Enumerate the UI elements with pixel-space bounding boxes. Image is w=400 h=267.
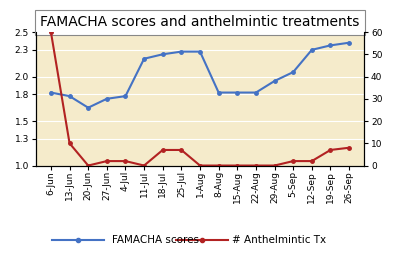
# Anthelmintic Tx bbox=[272, 164, 277, 167]
FAMACHA scores bbox=[123, 95, 128, 98]
# Anthelmintic Tx bbox=[310, 159, 314, 163]
# Anthelmintic Tx bbox=[67, 142, 72, 145]
FAMACHA scores bbox=[310, 48, 314, 52]
FAMACHA scores bbox=[67, 95, 72, 98]
FAMACHA scores bbox=[86, 106, 90, 109]
FAMACHA scores bbox=[235, 91, 240, 94]
# Anthelmintic Tx bbox=[216, 164, 221, 167]
FAMACHA scores bbox=[179, 50, 184, 53]
FAMACHA scores bbox=[142, 57, 146, 60]
# Anthelmintic Tx bbox=[254, 164, 258, 167]
Text: # Anthelmintic Tx: # Anthelmintic Tx bbox=[232, 235, 326, 245]
# Anthelmintic Tx bbox=[104, 159, 109, 163]
# Anthelmintic Tx bbox=[48, 30, 53, 34]
FAMACHA scores bbox=[328, 44, 333, 47]
FAMACHA scores bbox=[216, 91, 221, 94]
# Anthelmintic Tx bbox=[142, 164, 146, 167]
# Anthelmintic Tx bbox=[291, 159, 296, 163]
# Anthelmintic Tx bbox=[347, 146, 352, 149]
FAMACHA scores bbox=[254, 91, 258, 94]
# Anthelmintic Tx bbox=[123, 159, 128, 163]
Title: FAMACHA scores and anthelmintic treatments: FAMACHA scores and anthelmintic treatmen… bbox=[40, 15, 360, 29]
FAMACHA scores bbox=[272, 79, 277, 83]
# Anthelmintic Tx bbox=[179, 148, 184, 152]
FAMACHA scores bbox=[198, 50, 202, 53]
FAMACHA scores bbox=[48, 91, 53, 94]
Line: FAMACHA scores: FAMACHA scores bbox=[49, 41, 351, 109]
Text: FAMACHA scores: FAMACHA scores bbox=[112, 235, 199, 245]
FAMACHA scores bbox=[160, 53, 165, 56]
FAMACHA scores bbox=[291, 70, 296, 74]
# Anthelmintic Tx bbox=[86, 164, 90, 167]
FAMACHA scores bbox=[104, 97, 109, 100]
Line: # Anthelmintic Tx: # Anthelmintic Tx bbox=[49, 30, 351, 167]
FAMACHA scores bbox=[347, 41, 352, 44]
# Anthelmintic Tx bbox=[160, 148, 165, 152]
# Anthelmintic Tx bbox=[198, 164, 202, 167]
# Anthelmintic Tx bbox=[328, 148, 333, 152]
# Anthelmintic Tx bbox=[235, 164, 240, 167]
